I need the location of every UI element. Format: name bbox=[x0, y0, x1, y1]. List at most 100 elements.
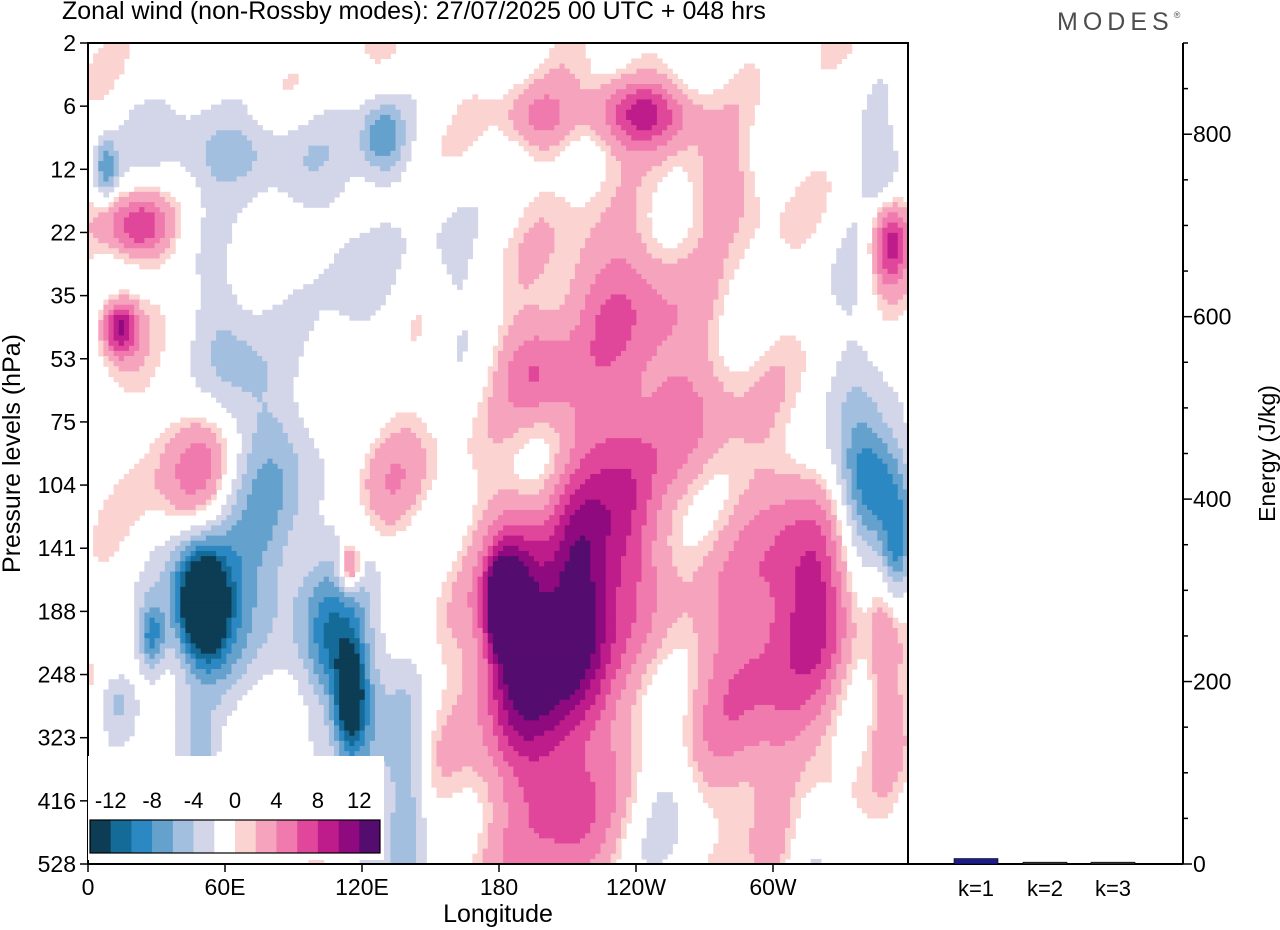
heatmap-cell bbox=[113, 314, 130, 321]
heatmap-cell bbox=[877, 689, 899, 696]
heatmap-cell bbox=[856, 499, 863, 506]
heatmap-cell bbox=[492, 361, 499, 367]
heatmap-cell bbox=[313, 586, 340, 593]
heatmap-cell bbox=[574, 73, 622, 80]
heatmap-cell bbox=[641, 438, 699, 444]
heatmap-cell bbox=[231, 479, 243, 485]
heatmap-cell bbox=[400, 145, 412, 152]
heatmap-cell bbox=[841, 638, 853, 644]
heatmap-cell bbox=[687, 376, 719, 383]
heatmap-cell bbox=[149, 314, 166, 321]
heatmap-cell bbox=[262, 407, 268, 414]
heatmap-cell bbox=[451, 592, 468, 598]
heatmap-cell bbox=[492, 730, 504, 737]
heatmap-cell bbox=[503, 299, 566, 306]
heatmap-cell bbox=[390, 150, 402, 157]
heatmap-cell bbox=[703, 725, 807, 732]
heatmap-cell bbox=[344, 740, 350, 747]
heatmap-cell bbox=[826, 402, 842, 408]
heatmap-cell bbox=[785, 237, 807, 244]
heatmap-cell bbox=[339, 720, 345, 727]
heatmap-cell bbox=[482, 648, 489, 655]
heatmap-cell bbox=[754, 515, 827, 521]
heatmap-cell bbox=[656, 797, 673, 804]
y-tick-label: 75 bbox=[50, 409, 76, 435]
heatmap-cell bbox=[200, 227, 233, 234]
heatmap-cell bbox=[252, 391, 263, 398]
heatmap-cell bbox=[339, 648, 356, 655]
heatmap-cell bbox=[118, 320, 125, 326]
heatmap-cell bbox=[93, 545, 120, 552]
heatmap-cell bbox=[902, 448, 908, 455]
heatmap-cell bbox=[405, 119, 417, 126]
heatmap-cell bbox=[605, 592, 617, 598]
heatmap-cell bbox=[180, 602, 233, 609]
heatmap-cell bbox=[318, 648, 330, 655]
heatmap-cell bbox=[446, 679, 463, 685]
heatmap-cell bbox=[190, 550, 197, 557]
heatmap-cell bbox=[410, 740, 422, 747]
heatmap-cell bbox=[492, 571, 530, 578]
heatmap-cell bbox=[482, 607, 489, 614]
heatmap-cell bbox=[308, 704, 325, 711]
heatmap-cell bbox=[287, 530, 335, 537]
heatmap-cell bbox=[662, 381, 694, 388]
heatmap-cell bbox=[877, 299, 889, 306]
x-tick-label: 60E bbox=[205, 874, 246, 900]
heatmap-cell bbox=[595, 622, 607, 629]
heatmap-cell bbox=[134, 643, 140, 650]
heatmap-cell bbox=[328, 735, 335, 742]
heatmap-cell bbox=[108, 320, 115, 326]
heatmap-cell bbox=[462, 330, 468, 337]
heatmap-cell bbox=[328, 710, 335, 716]
heatmap-cell bbox=[605, 119, 617, 126]
heatmap-cell bbox=[897, 458, 904, 465]
heatmap-cell bbox=[902, 561, 908, 567]
heatmap-cell bbox=[380, 104, 397, 111]
heatmap-cell bbox=[349, 638, 361, 644]
heatmap-cell bbox=[139, 658, 145, 665]
heatmap-cell bbox=[539, 756, 586, 762]
heatmap-cell bbox=[687, 694, 694, 701]
energy-axis-label: Energy (J/kg) bbox=[1254, 385, 1280, 522]
heatmap-cell bbox=[872, 766, 904, 773]
heatmap-cell bbox=[472, 509, 484, 516]
heatmap-cell bbox=[508, 720, 561, 727]
heatmap-cell bbox=[872, 638, 899, 644]
heatmap-cell bbox=[902, 710, 908, 716]
heatmap-cell bbox=[492, 756, 504, 762]
heatmap-cell bbox=[851, 484, 858, 491]
heatmap-cell bbox=[528, 119, 561, 126]
heatmap-cell bbox=[764, 643, 791, 650]
heatmap-cell bbox=[846, 494, 853, 501]
heatmap-cell bbox=[339, 751, 350, 757]
heatmap-cell bbox=[236, 427, 258, 434]
heatmap-cell bbox=[585, 669, 596, 675]
heatmap-cell bbox=[615, 617, 637, 624]
heatmap-cell bbox=[697, 638, 719, 644]
heatmap-cell bbox=[861, 520, 883, 526]
heatmap-cell bbox=[472, 535, 484, 542]
heatmap-cell bbox=[410, 504, 422, 511]
heatmap-cell bbox=[549, 48, 586, 54]
heatmap-cell bbox=[472, 633, 484, 639]
heatmap-cell bbox=[826, 638, 837, 644]
heatmap-cell bbox=[718, 822, 755, 829]
heatmap-cell bbox=[267, 458, 274, 465]
heatmap-cell bbox=[831, 499, 837, 506]
heatmap-cell bbox=[687, 751, 694, 757]
heatmap-cell bbox=[508, 243, 520, 249]
heatmap-cell bbox=[405, 468, 427, 475]
heatmap-cell bbox=[395, 119, 407, 126]
heatmap-cell bbox=[492, 535, 504, 542]
heatmap-cell bbox=[877, 289, 908, 296]
heatmap-cell bbox=[190, 735, 212, 742]
heatmap-cell bbox=[492, 386, 509, 393]
heatmap-cell bbox=[472, 787, 489, 793]
heatmap-cell bbox=[846, 448, 863, 455]
heatmap-cell bbox=[867, 658, 873, 665]
heatmap-cell bbox=[221, 463, 227, 470]
heatmap-cell bbox=[308, 145, 330, 152]
heatmap-cell bbox=[513, 84, 530, 90]
heatmap-cell bbox=[436, 237, 473, 244]
